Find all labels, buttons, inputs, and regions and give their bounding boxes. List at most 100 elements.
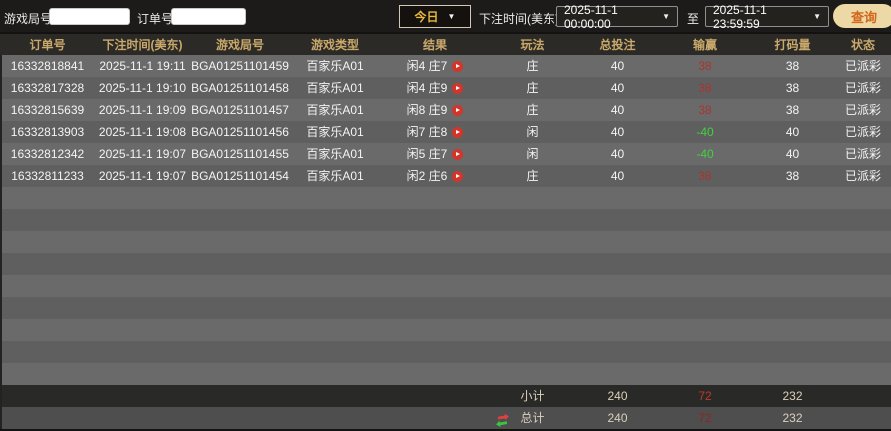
header-type: 游戏类型 [310,38,359,52]
result-text: 闲2 庄6 [406,169,448,183]
play-video-icon[interactable] [452,126,464,138]
chevron-down-icon: ▼ [813,11,821,21]
cell-order: 16332812342 [10,147,85,161]
empty-row [0,209,891,231]
cell-status: 已派彩 [844,125,881,139]
cell-play: 庄 [526,81,539,95]
cell-result: 闲2 庄6 [380,165,490,187]
bet-time-label: 下注时间(美东) [479,12,559,26]
cell-order: 16332818841 [10,59,85,73]
cell-result: 闲4 庄9 [380,77,490,99]
cell-turnover: 38 [785,81,800,95]
cell-type: 百家乐A01 [306,125,364,139]
cell-play: 闲 [526,147,539,161]
header-result: 结果 [422,38,447,52]
table-row: 16332812342 2025-11-1 19:07 BGA012511014… [0,143,891,165]
result-text: 闲4 庄7 [406,59,448,73]
cell-winloss: 38 [698,59,712,73]
total-label: 总计 [520,411,545,425]
cell-order: 16332817328 [10,81,85,95]
start-time-select[interactable]: 2025-11-1 00:00:00 ▼ [556,3,678,31]
game-round-input[interactable] [49,8,130,25]
cell-result: 闲7 庄8 [380,121,490,143]
query-button[interactable]: 查询 [833,4,891,28]
empty-row [0,275,891,297]
cell-order: 16332815639 [10,103,85,117]
header-turnover: 打码量 [774,38,811,52]
cell-round: BGA01251101454 [191,169,289,183]
cell-type: 百家乐A01 [306,59,364,73]
subtotal-label: 小计 [520,389,545,403]
play-video-icon[interactable] [452,148,464,160]
cell-bet: 40 [610,147,625,161]
empty-row [0,319,891,341]
cell-bet: 40 [610,81,625,95]
empty-row [0,231,891,253]
result-text: 闲8 庄9 [406,103,448,117]
date-preset-select[interactable]: 今日 ▼ [399,5,471,28]
cell-winloss: -40 [696,147,714,161]
cell-bet: 40 [610,125,625,139]
cell-bet: 40 [610,169,625,183]
header-bet: 总投注 [599,38,636,52]
table-row: 16332817328 2025-11-1 19:10 BGA012511014… [0,77,891,99]
cell-round: BGA01251101456 [191,125,289,139]
cell-bet: 40 [610,59,625,73]
chevron-down-icon: ▼ [447,11,456,21]
total-bet: 240 [607,411,628,425]
table-header: 订单号 下注时间(美东) 游戏局号 游戏类型 结果 玩法 总投注 输赢 打码量 … [0,32,891,55]
cell-status: 已派彩 [844,147,881,161]
empty-row [0,187,891,209]
empty-row [0,297,891,319]
cell-time: 2025-11-1 19:07 [98,169,187,183]
subtotal-turnover: 232 [782,389,803,403]
cell-type: 百家乐A01 [306,147,364,161]
play-video-icon[interactable] [452,60,464,72]
order-number-label: 订单号 [137,12,174,26]
cell-type: 百家乐A01 [306,103,364,117]
subtotal-row: 小计 240 72 232 [0,385,891,407]
cell-order: 16332813903 [10,125,85,139]
header-round: 游戏局号 [215,38,264,52]
order-number-input[interactable] [171,8,246,25]
header-time: 下注时间(美东) [102,38,183,52]
cell-winloss: 38 [698,81,712,95]
cell-turnover: 40 [785,125,800,139]
cell-play: 庄 [526,103,539,117]
cell-type: 百家乐A01 [306,169,364,183]
result-text: 闲7 庄8 [406,125,448,139]
cell-type: 百家乐A01 [306,81,364,95]
result-text: 闲4 庄9 [406,81,448,95]
end-time-select[interactable]: 2025-11-1 23:59:59 ▼ [705,3,829,31]
table-row: 16332813903 2025-11-1 19:08 BGA012511014… [0,121,891,143]
play-video-icon[interactable] [452,104,464,116]
empty-row [0,341,891,363]
bottom-divider [0,429,891,431]
cell-time: 2025-11-1 19:10 [98,81,187,95]
play-video-icon[interactable] [452,82,464,94]
cell-status: 已派彩 [844,169,881,183]
cell-turnover: 38 [785,59,800,73]
cell-round: BGA01251101455 [191,147,289,161]
cell-turnover: 38 [785,169,800,183]
cell-result: 闲5 庄7 [380,143,490,165]
cell-play: 闲 [526,125,539,139]
subtotal-winloss: 72 [698,389,712,403]
header-order: 订单号 [29,38,66,52]
cell-round: BGA01251101459 [191,59,289,73]
start-time-value: 2025-11-1 00:00:00 [564,2,618,31]
header-winloss: 输赢 [692,38,717,52]
play-video-icon[interactable] [452,170,464,182]
swap-arrows-icon[interactable] [495,412,510,429]
total-winloss: 72 [698,411,712,425]
cell-time: 2025-11-1 19:11 [99,59,186,73]
result-text: 闲5 庄7 [406,147,448,161]
chevron-down-icon: ▼ [662,11,670,21]
table-row: 16332815639 2025-11-1 19:09 BGA012511014… [0,99,891,121]
total-row: 总计 240 72 232 [0,407,891,429]
cell-winloss: -40 [696,125,714,139]
header-play: 玩法 [520,38,545,52]
empty-row [0,363,891,385]
cell-order: 16332811233 [11,169,84,183]
to-label: 至 [687,12,700,26]
